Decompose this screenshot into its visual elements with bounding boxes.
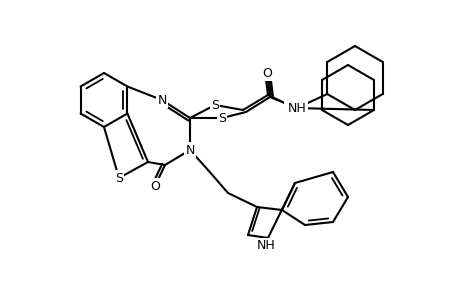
- Text: N: N: [185, 143, 194, 157]
- Text: S: S: [115, 172, 123, 184]
- Text: O: O: [259, 65, 269, 79]
- Text: NH: NH: [256, 239, 275, 253]
- Text: NH: NH: [285, 101, 304, 115]
- Text: S: S: [211, 98, 218, 112]
- Text: N: N: [157, 94, 166, 106]
- Text: O: O: [150, 179, 160, 193]
- Text: S: S: [218, 112, 225, 124]
- Text: O: O: [262, 67, 271, 80]
- Text: NH: NH: [287, 101, 306, 115]
